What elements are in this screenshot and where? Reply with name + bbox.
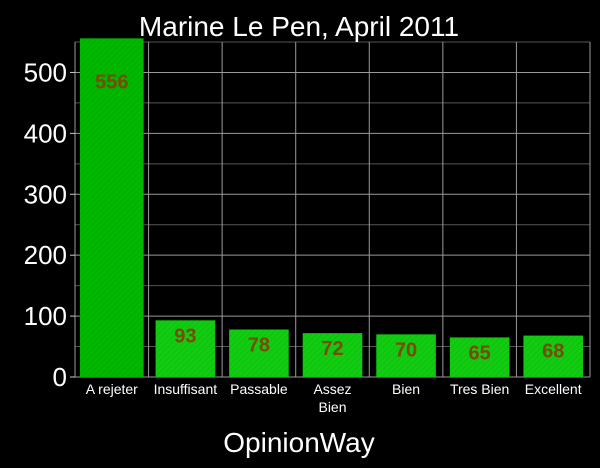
bar-value-label: 72 xyxy=(321,338,343,360)
bar-texture xyxy=(449,337,510,377)
bar-value-label: 556 xyxy=(95,71,128,93)
x-tick-label: Passable xyxy=(230,381,288,397)
bar-texture xyxy=(229,329,289,377)
x-tick-label: Assez Bien xyxy=(313,381,351,415)
y-tick-label: 400 xyxy=(24,118,67,148)
bar-texture xyxy=(302,333,363,377)
bar-value-label: 70 xyxy=(395,339,417,361)
chart-title: Marine Le Pen, April 2011 xyxy=(139,11,459,42)
bar-value-label: 65 xyxy=(469,342,491,364)
x-axis-label: OpinionWay xyxy=(223,427,374,458)
y-tick-label: 300 xyxy=(24,179,67,209)
bar-texture xyxy=(80,38,144,377)
bar-value-label: 68 xyxy=(542,341,564,363)
x-tick-label: A rejeter xyxy=(86,381,138,397)
bar-texture xyxy=(376,334,436,377)
x-tick-label: Tres Bien xyxy=(450,381,509,397)
x-tick-label: Bien xyxy=(392,381,420,397)
y-tick-label: 0 xyxy=(53,362,67,392)
grid-layer xyxy=(74,41,591,378)
y-tick-label: 500 xyxy=(24,57,67,87)
bar-texture xyxy=(155,320,216,377)
x-tick-label: Insuffisant xyxy=(154,381,218,397)
bar-texture xyxy=(523,335,583,377)
axis-layer: 0 100 200 300 400 500 A rejeter Insuffisant Pass… xyxy=(24,57,582,415)
x-tick-label: Excellent xyxy=(525,381,582,397)
bar-value-label: 78 xyxy=(248,334,270,356)
bars-layer: 556 93 78 72 70 65 68 xyxy=(80,38,583,377)
bar-value-label: 93 xyxy=(174,325,196,347)
y-tick-label: 100 xyxy=(24,301,67,331)
y-tick-label: 200 xyxy=(24,240,67,270)
